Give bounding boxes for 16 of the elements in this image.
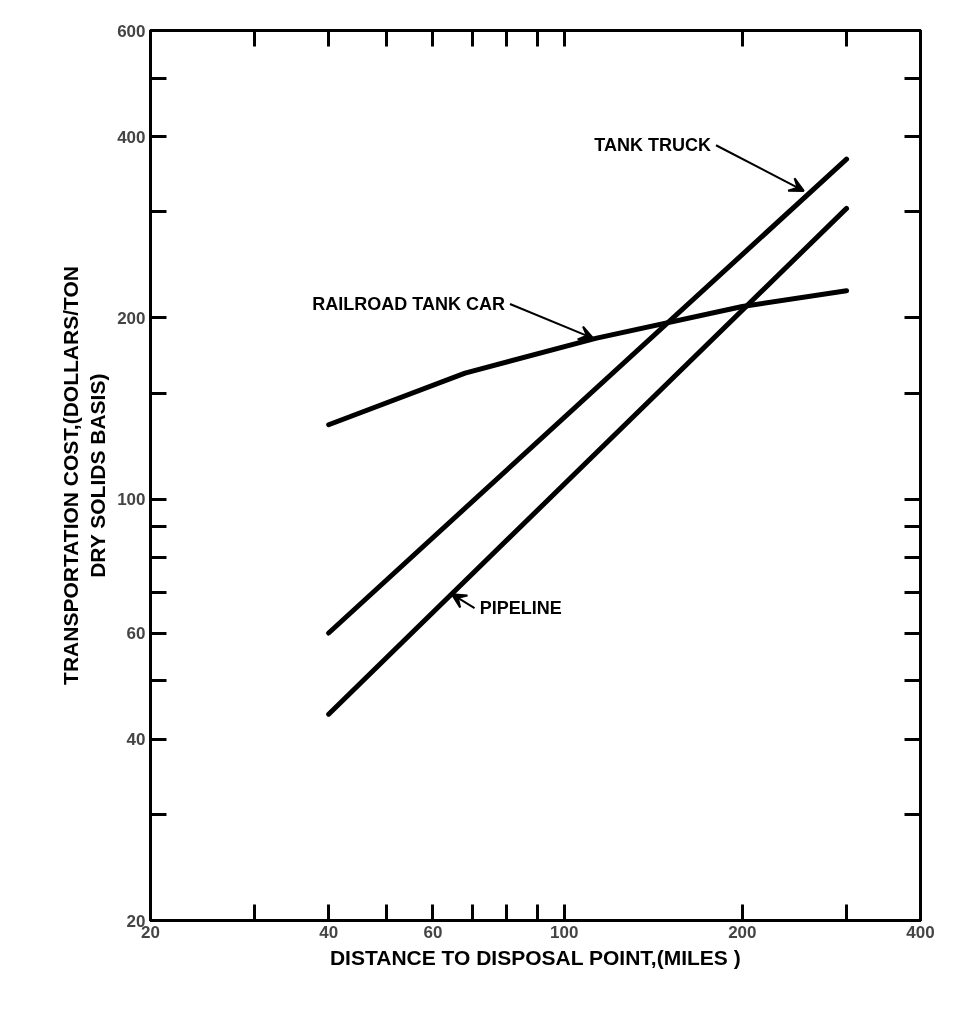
- x-tick-label: 400: [906, 922, 935, 942]
- y-tick-label: 200: [117, 308, 146, 328]
- y-tick-label: 400: [117, 127, 146, 147]
- x-tick-label: 60: [423, 922, 443, 942]
- x-axis-title: DISTANCE TO DISPOSAL POINT,(MILES ): [329, 945, 741, 969]
- text: RAILROAD TANK CAR: [312, 293, 505, 314]
- y-axis-title: TRANSPORTATION COST,(DOLLARS/TON DRY SOLIDS BASIS): [58, 266, 110, 685]
- y-tick-label: 60: [126, 624, 146, 644]
- y-tick-label: 40: [126, 730, 146, 750]
- y-tick-label: 600: [117, 21, 146, 41]
- x-tick-label: 100: [550, 922, 579, 942]
- x-tick-label: 40: [319, 922, 339, 942]
- y-tick-label: 100: [117, 490, 146, 510]
- x-tick-label: 200: [728, 922, 757, 942]
- legend-label: PIPELINE: [479, 598, 562, 619]
- text: TANK TRUCK: [594, 135, 711, 156]
